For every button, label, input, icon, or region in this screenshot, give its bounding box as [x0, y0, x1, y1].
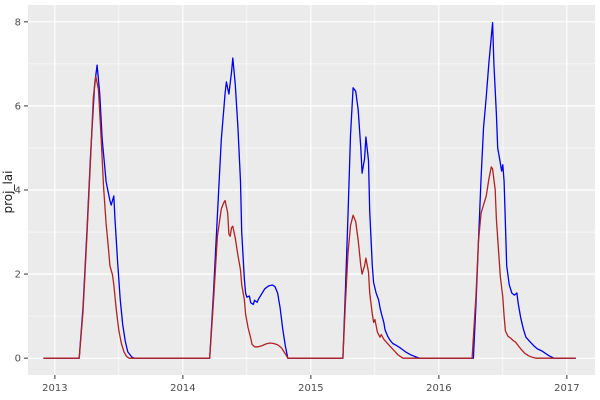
y-tick-label: 6: [15, 101, 21, 112]
axis-tick-labels: 2013 2014 2015 2016 2017 0 2 4 6 8: [15, 17, 580, 394]
y-tick-label: 8: [15, 17, 21, 28]
x-tick-label: 2016: [426, 383, 451, 394]
blue-line: [43, 22, 576, 359]
x-tick-label: 2015: [298, 383, 323, 394]
red-line: [43, 75, 576, 359]
y-tick-label: 4: [15, 186, 21, 197]
y-tick-label: 0: [15, 354, 21, 365]
series-lines: [43, 22, 576, 359]
y-axis-title: proj_lai: [1, 171, 15, 214]
axis-ticks: [24, 21, 568, 379]
y-tick-label: 2: [15, 270, 21, 281]
x-tick-label: 2017: [554, 383, 579, 394]
x-tick-label: 2013: [42, 383, 67, 394]
x-tick-label: 2014: [170, 383, 195, 394]
